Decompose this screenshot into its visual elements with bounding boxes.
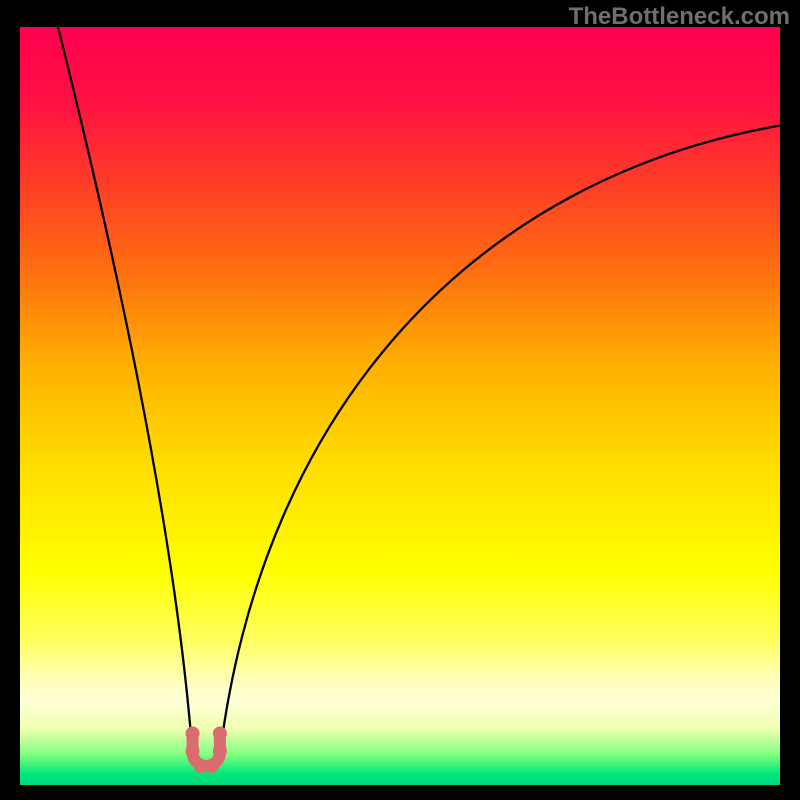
chart-container: TheBottleneck.com — [0, 0, 800, 800]
optimum-marker-dot — [205, 759, 219, 773]
optimum-marker-dot — [186, 744, 200, 758]
watermark-text: TheBottleneck.com — [569, 3, 790, 31]
optimum-marker-dot — [186, 726, 200, 740]
optimum-marker-dot — [213, 726, 227, 740]
optimum-marker-dot — [213, 744, 227, 758]
gradient-background — [20, 27, 780, 785]
bottleneck-chart — [0, 0, 800, 800]
